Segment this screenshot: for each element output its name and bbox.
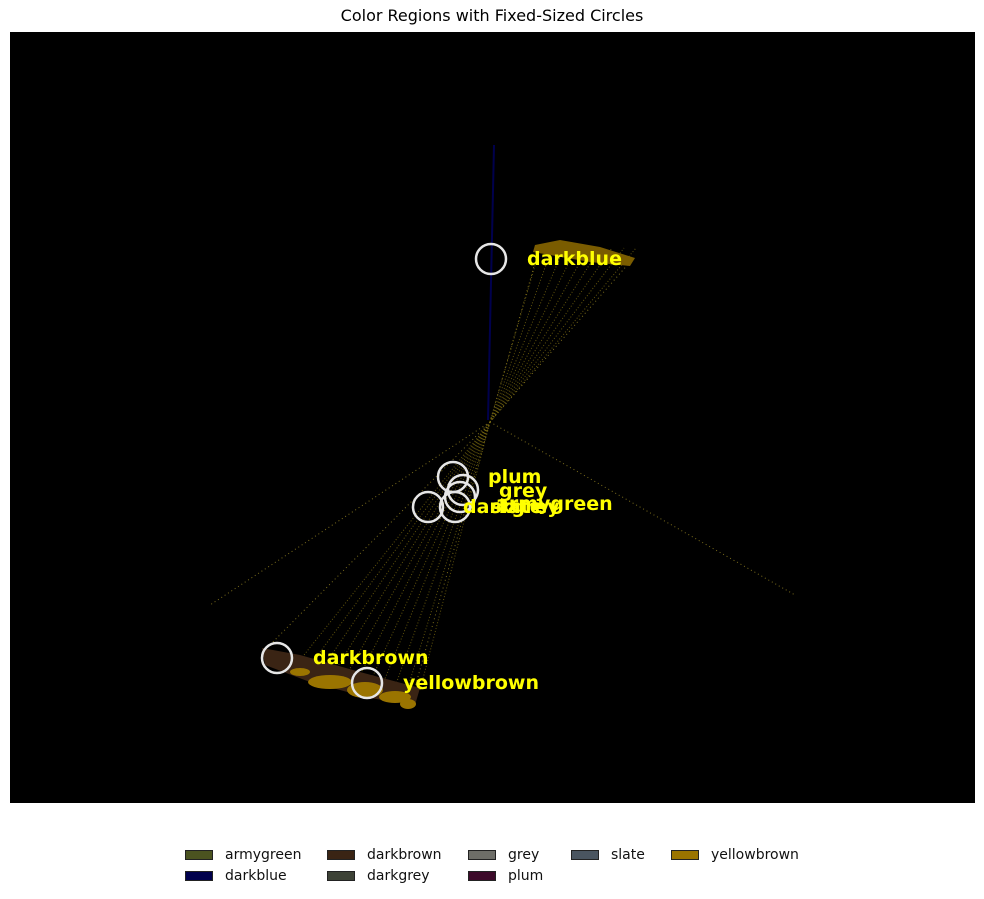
circle-slate <box>438 490 472 524</box>
legend-label: darkbrown <box>367 847 442 863</box>
bottom-band-yellowbrown <box>308 675 352 689</box>
label-plum: plum <box>488 466 541 488</box>
legend-label: darkgrey <box>367 868 430 884</box>
projection-ray <box>311 421 491 664</box>
label-darkbrown: darkbrown <box>313 647 429 669</box>
legend-label: grey <box>508 847 540 863</box>
circle-darkbrown <box>260 641 294 675</box>
projection-ray <box>489 247 541 423</box>
circle-darkblue <box>474 242 508 276</box>
projection-ray <box>335 421 491 670</box>
legend-swatch <box>468 871 496 881</box>
projection-ray <box>489 247 589 423</box>
projection-ray <box>489 421 796 596</box>
legend-swatch <box>571 850 599 860</box>
circle-yellowbrown <box>350 666 384 700</box>
plot-area <box>10 32 975 803</box>
label-armygreen: armygreen <box>496 493 613 515</box>
projection-ray <box>371 421 491 679</box>
legend-item-darkgrey: darkgrey <box>327 867 430 885</box>
legend-label: armygreen <box>225 847 302 863</box>
label-grey: grey <box>499 480 548 502</box>
legend-label: darkblue <box>225 868 287 884</box>
label-slate: slate <box>490 496 543 518</box>
legend-item-darkbrown: darkbrown <box>327 846 442 864</box>
legend-swatch <box>185 871 213 881</box>
projection-ray <box>489 247 637 423</box>
chart-title: Color Regions with Fixed-Sized Circles <box>340 6 644 25</box>
legend-item-yellowbrown: yellowbrown <box>671 846 799 864</box>
legend-label: slate <box>611 847 645 863</box>
legend-item-darkblue: darkblue <box>185 867 287 885</box>
circle-darkgrey <box>411 490 445 524</box>
darkblue-line <box>487 144 495 421</box>
projection-ray <box>407 421 491 688</box>
label-darkblue: darkblue <box>527 248 622 270</box>
legend-swatch <box>671 850 699 860</box>
projection-ray <box>264 421 491 651</box>
legend-label: plum <box>508 868 544 884</box>
legend-item-grey: grey <box>468 846 539 864</box>
legend-item-armygreen: armygreen <box>185 846 301 864</box>
label-yellowbrown: yellowbrown <box>403 672 539 694</box>
top-band <box>533 240 635 266</box>
projection-ray <box>489 247 553 423</box>
projection-ray <box>489 247 601 423</box>
legend-swatch <box>468 850 496 860</box>
projection-ray <box>359 421 491 676</box>
legend-swatch <box>185 850 213 860</box>
projection-ray <box>489 247 613 423</box>
legend-item-plum: plum <box>468 867 543 885</box>
legend-swatch <box>327 850 355 860</box>
projection-ray <box>395 421 491 685</box>
label-darkgrey: darkgrey <box>463 496 560 518</box>
legend-item-slate: slate <box>571 846 645 864</box>
projection-ray <box>489 247 625 423</box>
projection-ray <box>323 421 491 667</box>
projection-ray <box>419 421 491 691</box>
bottom-band-yellowbrown <box>400 699 416 709</box>
legend-swatch <box>327 871 355 881</box>
legend: armygreen darkblue darkbrown darkgrey grey pl… <box>185 846 825 890</box>
bottom-band-yellowbrown <box>379 691 411 703</box>
bottom-band-yellowbrown <box>290 668 310 676</box>
legend-label: yellowbrown <box>711 847 799 863</box>
